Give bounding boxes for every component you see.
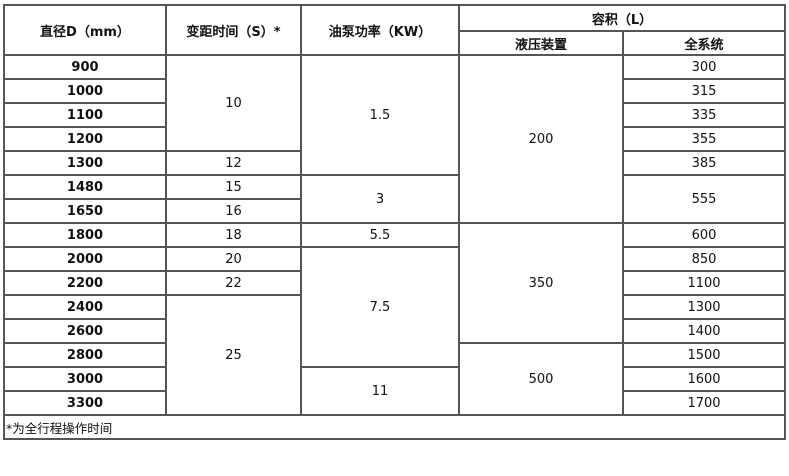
cell-hydraulic: 350 [458,222,624,344]
header-volume: 容积（L） [457,4,787,32]
cell-pump-power: 3 [300,174,460,224]
cell-hydraulic: 200 [458,54,624,224]
cell-pitch-time: 12 [165,150,302,176]
cell-pump-power: 11 [300,366,460,416]
cell-diameter: 2000 [3,246,167,272]
table-row: 2000 20 7.5 850 [3,246,787,368]
cell-diameter: 2200 [3,270,167,296]
cell-diameter: 1000 [3,78,167,104]
table-row: 2200 22 1100 [3,270,787,296]
cell-pump-power: 1.5 [300,54,460,176]
cell-diameter: 2600 [3,318,167,344]
table-row: 2800 500 1500 [3,342,787,416]
cell-diameter: 1480 [3,174,167,200]
cell-full-system: 1700 [621,390,787,416]
cell-diameter: 1800 [3,222,167,248]
footnote: *为全行程操作时间 [2,414,787,440]
cell-pump-power: 7.5 [300,246,460,368]
cell-full-system: 385 [621,150,787,176]
table-row: 3300 1700 [3,390,787,416]
cell-pitch-time: 10 [165,54,302,152]
cell-diameter: 2800 [3,342,167,368]
cell-pump-power: 5.5 [300,222,460,248]
table-row: 1000 315 [3,78,787,104]
cell-diameter: 900 [3,54,167,80]
cell-pitch-time: 18 [165,222,302,248]
cell-diameter: 1200 [3,126,167,152]
cell-diameter: 1100 [3,102,167,128]
cell-diameter: 3300 [3,390,167,416]
cell-pitch-time: 20 [165,246,302,272]
cell-diameter: 1300 [3,150,167,176]
cell-full-system: 315 [621,78,787,104]
cell-full-system: 1400 [621,318,787,344]
table-row: 1200 355 [3,126,787,152]
cell-full-system: 300 [621,54,787,80]
table-row: 2400 25 1300 [3,294,787,416]
cell-pitch-time: 25 [165,294,302,416]
cell-full-system: 335 [621,102,787,128]
cell-pitch-time: 16 [165,198,302,224]
header-pump-power: 油泵功率（KW） [300,4,460,56]
header-full-system: 全系统 [621,30,787,56]
table-row: 3000 11 1600 [3,366,787,416]
cell-pitch-time: 22 [165,270,302,296]
cell-pitch-time: 15 [165,174,302,200]
header-diameter: 直径D（mm） [3,4,167,56]
cell-full-system: 355 [621,126,787,152]
table-row: 900 10 1.5 200 300 [3,54,787,224]
table-row: 1480 15 3 555 [3,174,787,224]
header-hydraulic: 液压装置 [458,30,624,56]
cell-full-system: 555 [621,174,787,224]
table-row: 1100 335 [3,102,787,128]
cell-full-system: 1600 [621,366,787,392]
header-pitch-time: 变距时间（S）* [165,4,302,56]
cell-diameter: 1650 [3,198,167,224]
cell-full-system: 1100 [621,270,787,296]
cell-full-system: 1300 [621,294,787,320]
cell-full-system: 1500 [621,342,787,368]
cell-full-system: 600 [621,222,787,248]
cell-diameter: 3000 [3,366,167,392]
table-row: 1800 18 5.5 350 600 [3,222,787,344]
table-row: 1650 16 [3,198,785,224]
table-row: 2600 1400 [3,318,787,344]
cell-diameter: 2400 [3,294,167,320]
specs-table: 直径D（mm） 变距时间（S）* 油泵功率（KW） 容积（L） 液压装置 全系统… [2,4,787,440]
cell-hydraulic: 500 [458,342,624,416]
cell-full-system: 850 [621,246,787,272]
table-row: 1300 12 385 [3,150,787,176]
